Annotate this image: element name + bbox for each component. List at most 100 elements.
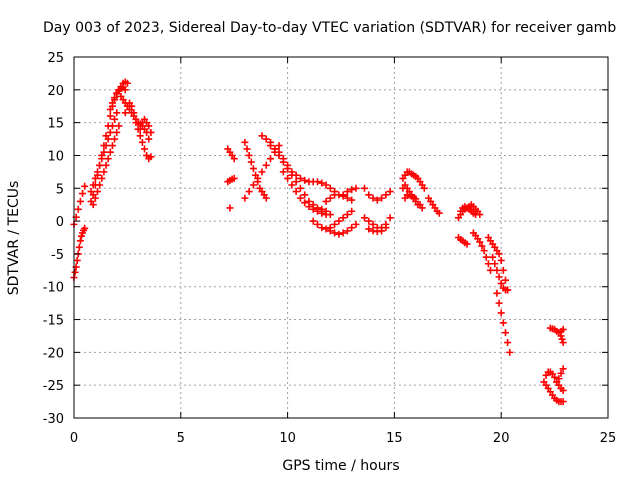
data-point [279,168,287,176]
data-point [230,174,238,182]
data-point [245,151,253,159]
y-tick-label: 15 [47,117,64,132]
data-point [89,181,97,189]
data-point [365,191,373,199]
data-point [506,348,514,356]
data-point [245,188,253,196]
data-point [147,153,155,161]
data-point [558,335,566,343]
data-point [75,243,83,251]
data-point [484,260,492,268]
data-point [497,279,505,287]
data-point [352,184,360,192]
x-tick-label: 20 [493,431,510,446]
data-point [76,237,84,245]
data-point [111,94,119,102]
data-point [301,176,309,184]
data-point [493,289,501,297]
data-point [121,86,129,94]
data-point [412,195,420,203]
data-point [249,181,257,189]
data-point [557,332,565,340]
data-point [352,220,360,228]
data-point [491,260,499,268]
data-point [314,207,322,215]
x-axis: 0 5 10 15 20 25 [70,57,616,446]
data-point [504,286,512,294]
data-point [292,171,300,179]
y-axis: -30 -25 -20 -15 -10 -5 0 5 10 15 20 25 [43,51,608,427]
data-point [497,309,505,317]
data-point [335,230,343,238]
data-point [76,197,84,205]
x-tick-label: 25 [600,431,617,446]
data-point [145,122,153,130]
data-point [314,220,322,228]
data-point [559,339,567,347]
data-point [104,155,112,163]
data-point [559,398,567,406]
data-point [360,184,368,192]
x-tick-label: 0 [70,431,78,446]
data-point [89,201,97,209]
data-point [91,194,99,202]
data-point [493,266,501,274]
data-point [418,204,426,212]
data-point [322,197,330,205]
data-point [275,148,283,156]
data-point [147,128,155,136]
data-point [288,168,296,176]
data-point [262,194,270,202]
data-point [360,214,368,222]
data-point [128,102,136,110]
data-point [100,148,108,156]
data-point [98,174,106,182]
data-point [339,214,347,222]
data-point [326,194,334,202]
data-point [504,339,512,347]
data-point [365,217,373,225]
data-point [318,179,326,187]
data-point [551,373,559,381]
y-tick-label: -5 [51,248,64,263]
data-point [130,109,138,117]
data-point [382,191,390,199]
data-point [284,161,292,169]
data-point [331,220,339,228]
data-point [331,229,339,237]
y-tick-label: 0 [56,215,64,230]
data-point [497,256,505,264]
data-point [145,135,153,143]
data-point [348,196,356,204]
y-tick-label: 20 [47,84,64,99]
data-point [106,112,114,120]
data-point [382,224,390,232]
data-point [463,240,471,248]
data-point [136,132,144,140]
data-point [495,273,503,281]
data-point [557,369,565,377]
data-point [335,217,343,225]
x-tick-label: 15 [386,431,403,446]
data-point [482,253,490,261]
y-tick-label: -25 [43,379,64,394]
data-point [115,122,123,130]
data-point [113,128,121,136]
data-point [322,181,330,189]
data-point [487,266,495,274]
data-point [301,191,309,199]
data-point [123,79,131,87]
data-point [501,329,509,337]
data-point [386,214,394,222]
chart-title: Day 003 of 2023, Sidereal Day-to-day VTE… [43,20,616,36]
y-tick-label: -30 [43,412,64,427]
data-point [501,276,509,284]
data-point [279,155,287,163]
y-tick-label: -20 [43,346,64,361]
y-tick-label: -10 [43,281,64,296]
data-point [91,174,99,182]
data-point [77,232,85,240]
data-point [314,178,322,186]
data-point [93,188,101,196]
